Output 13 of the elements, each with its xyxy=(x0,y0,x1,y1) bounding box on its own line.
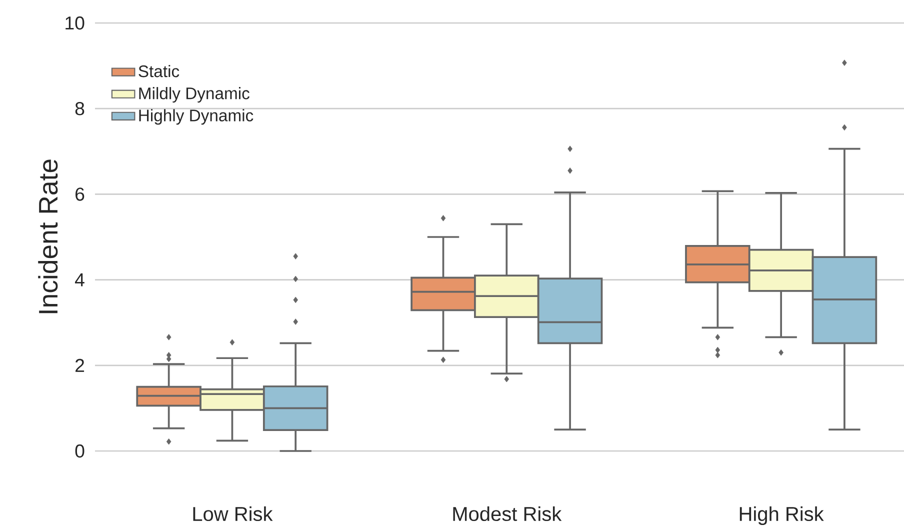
y-tick-label: 2 xyxy=(76,358,84,372)
x-tick-label: Modest Risk xyxy=(453,506,562,522)
x-tick-label: High Risk xyxy=(740,506,824,526)
y-tick-label: 8 xyxy=(75,102,84,116)
y-tick-label: 6 xyxy=(76,188,84,201)
y-tick-label: 0 xyxy=(75,444,84,458)
x-tick-label: Low Risk xyxy=(193,506,273,522)
legend-label: Static xyxy=(138,64,180,78)
y-axis-title: Incident Rate xyxy=(38,160,58,314)
y-tick-label: 4 xyxy=(74,273,84,286)
legend-label: Mildly Dynamic xyxy=(139,87,250,103)
legend-label: Highly Dynamic xyxy=(139,109,254,125)
y-tick-label: 10 xyxy=(66,16,84,30)
